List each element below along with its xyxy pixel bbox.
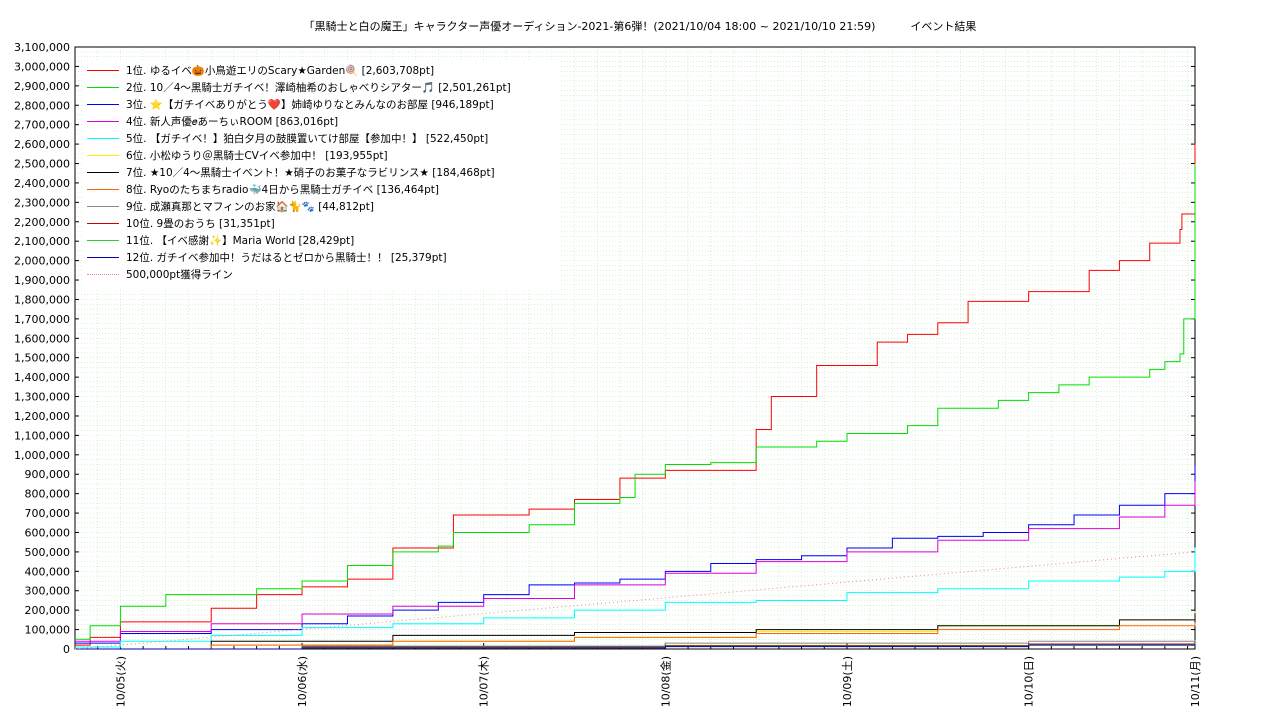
series-line-7 <box>75 613 1196 650</box>
plot-frame <box>74 46 1196 650</box>
legend-item: 11位. 【イベ感謝✨】Maria World [28,429pt] <box>82 232 354 249</box>
y-tick-label: 2,400,000 <box>14 177 70 190</box>
y-tick-label: 2,100,000 <box>14 235 70 248</box>
series-line-8 <box>75 622 1196 650</box>
y-tick-label: 2,600,000 <box>14 138 70 151</box>
y-tick-label: 2,200,000 <box>14 216 70 229</box>
y-tick-label: 2,700,000 <box>14 119 70 132</box>
legend-item: 3位. ⭐【ガチイベありがとう❤️】姉崎ゆりなとみんなのお部屋 [946,189… <box>82 96 494 113</box>
x-tick-label: 10/06(水) <box>296 656 309 707</box>
y-tick-label: 1,100,000 <box>14 429 70 442</box>
y-tick-label: 2,800,000 <box>14 99 70 112</box>
y-tick-label: 3,000,000 <box>14 60 70 73</box>
y-tick-label: 1,500,000 <box>14 352 70 365</box>
y-tick-label: 400,000 <box>25 565 71 578</box>
legend-label: 12位. ガチイベ参加中！うだはるとゼロから黒騎士！！ [25,379pt] <box>126 252 447 264</box>
legend-item: 6位. 小松ゆうり＠黒騎士CVイベ参加中！ [193,955pt] <box>82 147 388 164</box>
legend-label: 8位. Ryoのたちまちradio🐳4日から黒騎士ガチイベ [136,464pt… <box>126 184 439 196</box>
legend-label: 4位. 新人声優𝑒あーちぃROOM [863,016pt] <box>126 116 339 128</box>
y-tick-label: 1,900,000 <box>14 274 70 287</box>
legend-swatch <box>87 223 119 224</box>
y-tick-label: 2,300,000 <box>14 196 70 209</box>
series-line-2 <box>75 163 1196 640</box>
y-tick-label: 1,800,000 <box>14 293 70 306</box>
y-tick-label: 200,000 <box>25 604 71 617</box>
legend-swatch <box>87 189 119 190</box>
x-tick-label: 10/11(月) <box>1189 656 1202 707</box>
legend-label: 5位. 【ガチイベ！】狛白夕月の鼓膜置いてけ部屋【参加中！】 [522,450p… <box>126 133 489 145</box>
x-tick-label: 10/05(火) <box>114 656 127 707</box>
legend-item: 2位. 10／4〜黒騎士ガチイベ！澤崎柚希のおしゃべりシアター🎵 [2,501,… <box>82 79 511 96</box>
legend-item: 500,000pt獲得ライン <box>82 266 233 283</box>
x-tick-label: 10/09(土) <box>841 656 854 707</box>
legend-label: 2位. 10／4〜黒騎士ガチイベ！澤崎柚希のおしゃべりシアター🎵 [2,501,… <box>126 82 511 94</box>
legend-swatch <box>87 121 119 122</box>
legend-label: 9位. 成瀬真那とマフィンのお家🏠🐈🐾 [44,812pt] <box>126 201 374 213</box>
legend-swatch <box>87 172 119 173</box>
legend-item: 12位. ガチイベ参加中！うだはるとゼロから黒騎士！！ [25,379pt] <box>82 249 447 266</box>
legend-item: 5位. 【ガチイベ！】狛白夕月の鼓膜置いてけ部屋【参加中！】 [522,450p… <box>82 130 488 147</box>
y-tick-label: 800,000 <box>25 488 71 501</box>
legend-swatch <box>87 138 119 139</box>
y-tick-label: 700,000 <box>25 507 71 520</box>
y-tick-label: 0 <box>63 643 70 656</box>
x-tick-label: 10/10(日) <box>1023 656 1036 707</box>
legend-label: 10位. 9畳のおうち [31,351pt] <box>126 218 275 230</box>
y-tick-label: 1,700,000 <box>14 313 70 326</box>
y-tick-label: 1,400,000 <box>14 371 70 384</box>
legend-label: 7位. ★10／4〜黒騎士イベント！★硝子のお菓子なラビリンス★ [184,46… <box>126 167 495 179</box>
legend-item: 9位. 成瀬真那とマフィンのお家🏠🐈🐾 [44,812pt] <box>82 198 374 215</box>
legend-label: 1位. ゆるイベ🎃小鳥遊エリのScary★Garden🍭 [2,603,708p… <box>126 65 435 77</box>
y-tick-label: 1,300,000 <box>14 391 70 404</box>
y-tick-label: 300,000 <box>25 585 71 598</box>
legend-swatch <box>87 240 119 241</box>
legend-item: 10位. 9畳のおうち [31,351pt] <box>82 215 275 232</box>
y-tick-label: 1,600,000 <box>14 332 70 345</box>
legend-swatch <box>87 257 119 258</box>
series-line-3 <box>75 465 1196 644</box>
legend-swatch <box>87 104 119 105</box>
y-tick-label: 2,500,000 <box>14 158 70 171</box>
y-tick-label: 2,900,000 <box>14 80 70 93</box>
legend-item: 1位. ゆるイベ🎃小鳥遊エリのScary★Garden🍭 [2,603,708p… <box>82 62 434 79</box>
series-line-13 <box>74 551 1196 650</box>
legend-swatch <box>87 70 119 71</box>
y-tick-label: 600,000 <box>25 526 71 539</box>
legend-label: 3位. ⭐【ガチイベありがとう❤️】姉崎ゆりなとみんなのお部屋 [946,189… <box>126 99 494 111</box>
y-tick-label: 1,000,000 <box>14 449 70 462</box>
legend-label: 6位. 小松ゆうり＠黒騎士CVイベ参加中！ [193,955pt] <box>126 150 388 162</box>
y-tick-label: 900,000 <box>25 468 71 481</box>
y-tick-label: 2,000,000 <box>14 255 70 268</box>
chart-title: 「黒騎士と白の魔王」キャラクター声優オーディション-2021-第6弾！(2021… <box>303 20 977 33</box>
y-tick-label: 1,200,000 <box>14 410 70 423</box>
legend-swatch <box>87 87 119 88</box>
x-tick-label: 10/07(木) <box>478 656 491 707</box>
legend-label: 11位. 【イベ感謝✨】Maria World [28,429pt] <box>126 235 355 247</box>
chart-legend: 1位. ゆるイベ🎃小鳥遊エリのScary★Garden🍭 [2,603,708p… <box>82 61 560 290</box>
legend-item: 8位. Ryoのたちまちradio🐳4日から黒騎士ガチイベ [136,464pt… <box>82 181 439 198</box>
y-tick-label: 500,000 <box>25 546 71 559</box>
y-tick-label: 100,000 <box>25 624 71 637</box>
y-tick-label: 3,100,000 <box>14 41 70 54</box>
series-line-5 <box>75 547 1196 648</box>
series-line-12 <box>75 644 1196 650</box>
series-line-4 <box>75 481 1196 642</box>
legend-swatch <box>87 155 119 156</box>
legend-swatch <box>87 274 119 275</box>
legend-swatch <box>87 206 119 207</box>
legend-label: 500,000pt獲得ライン <box>126 269 233 281</box>
legend-item: 4位. 新人声優𝑒あーちぃROOM [863,016pt] <box>82 113 338 130</box>
x-tick-label: 10/08(金) <box>658 656 672 707</box>
legend-item: 7位. ★10／4〜黒騎士イベント！★硝子のお菓子なラビリンス★ [184,46… <box>82 164 495 181</box>
